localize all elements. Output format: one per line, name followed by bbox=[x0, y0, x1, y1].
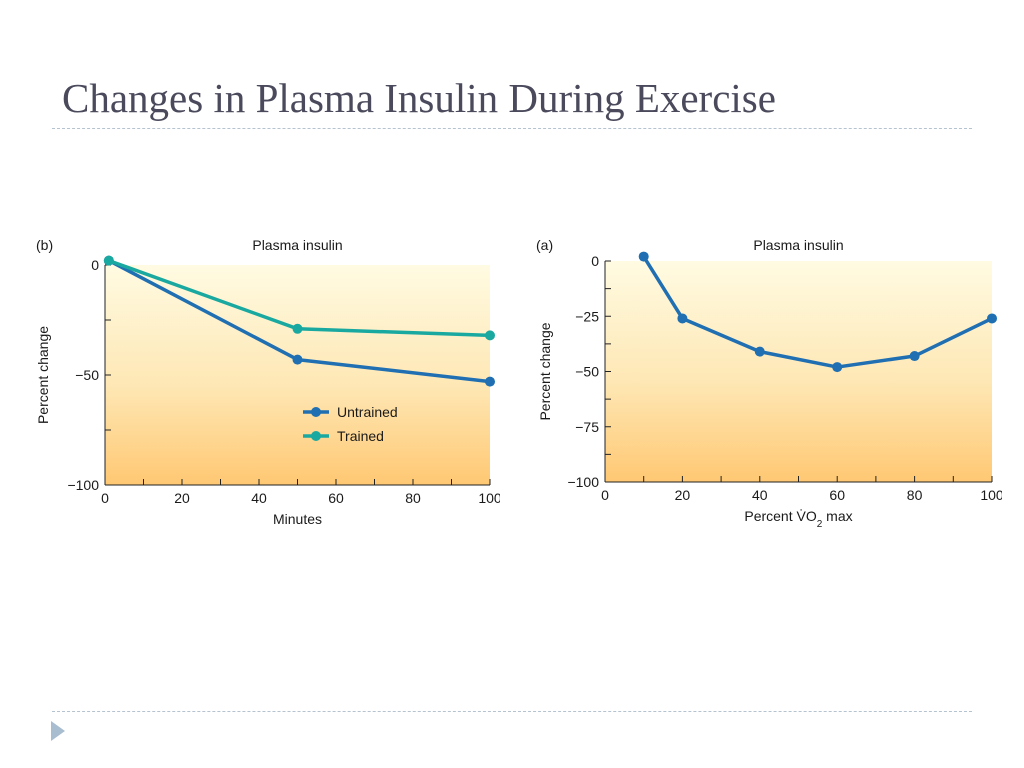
chart-title: Plasma insulin bbox=[252, 237, 342, 253]
x-tick-label: 100 bbox=[478, 490, 500, 506]
x-tick-label: 80 bbox=[405, 490, 421, 506]
y-axis-label: Percent change bbox=[35, 326, 51, 424]
plot-area bbox=[605, 261, 992, 482]
data-point bbox=[987, 313, 997, 324]
data-point bbox=[292, 323, 303, 334]
y-tick-label: −50 bbox=[75, 367, 99, 383]
y-tick-label: −75 bbox=[575, 419, 599, 435]
data-point bbox=[677, 313, 688, 324]
data-point bbox=[754, 346, 765, 357]
y-tick-label: −50 bbox=[575, 364, 599, 380]
x-tick-label: 60 bbox=[829, 487, 845, 503]
y-axis-label: Percent change bbox=[537, 322, 553, 420]
triangle-right-icon bbox=[51, 721, 65, 741]
data-point bbox=[485, 330, 495, 341]
panel-label: (a) bbox=[536, 237, 553, 253]
y-tick-label: 0 bbox=[91, 257, 99, 273]
data-point bbox=[909, 351, 920, 362]
footer-divider bbox=[52, 711, 972, 712]
x-axis-label: Minutes bbox=[273, 511, 322, 527]
data-point bbox=[103, 255, 114, 266]
y-tick-label: 0 bbox=[591, 253, 599, 269]
x-tick-label: 0 bbox=[101, 490, 109, 506]
x-tick-label: 0 bbox=[601, 487, 609, 503]
y-tick-label: −100 bbox=[67, 477, 99, 493]
x-tick-label: 40 bbox=[752, 487, 768, 503]
chart-a: 0 20 40 60 80 100 0 −25 −50 −75 −100 (a) Plasma insu… bbox=[536, 237, 1002, 530]
slide-title: Changes in Plasma Insulin During Exercis… bbox=[62, 75, 776, 121]
data-point bbox=[638, 251, 649, 262]
legend-swatch-dot bbox=[311, 407, 321, 417]
series-line bbox=[642, 255, 993, 369]
y-tick-label: −25 bbox=[575, 308, 599, 324]
x-tick-label: 80 bbox=[907, 487, 923, 503]
data-point bbox=[292, 354, 303, 365]
y-tick-label: −100 bbox=[567, 474, 599, 490]
legend-label: Untrained bbox=[337, 404, 398, 420]
chart-b: 0 20 40 60 80 100 0 −50 −100 (b) Plasma insulin Per… bbox=[35, 237, 500, 527]
x-tick-label: 20 bbox=[675, 487, 691, 503]
chart-title: Plasma insulin bbox=[753, 237, 843, 253]
x-tick-label: 20 bbox=[174, 490, 190, 506]
legend-label: Trained bbox=[337, 428, 384, 444]
x-tick-label: 60 bbox=[328, 490, 344, 506]
data-point bbox=[832, 362, 843, 373]
title-divider bbox=[52, 128, 972, 129]
x-tick-label: 100 bbox=[980, 487, 1002, 503]
panel-label: (b) bbox=[36, 237, 53, 253]
legend-swatch-dot bbox=[311, 431, 321, 441]
x-tick-label: 40 bbox=[251, 490, 267, 506]
x-axis-label: Percent V̇O2 max bbox=[744, 508, 852, 530]
data-point bbox=[485, 376, 495, 387]
